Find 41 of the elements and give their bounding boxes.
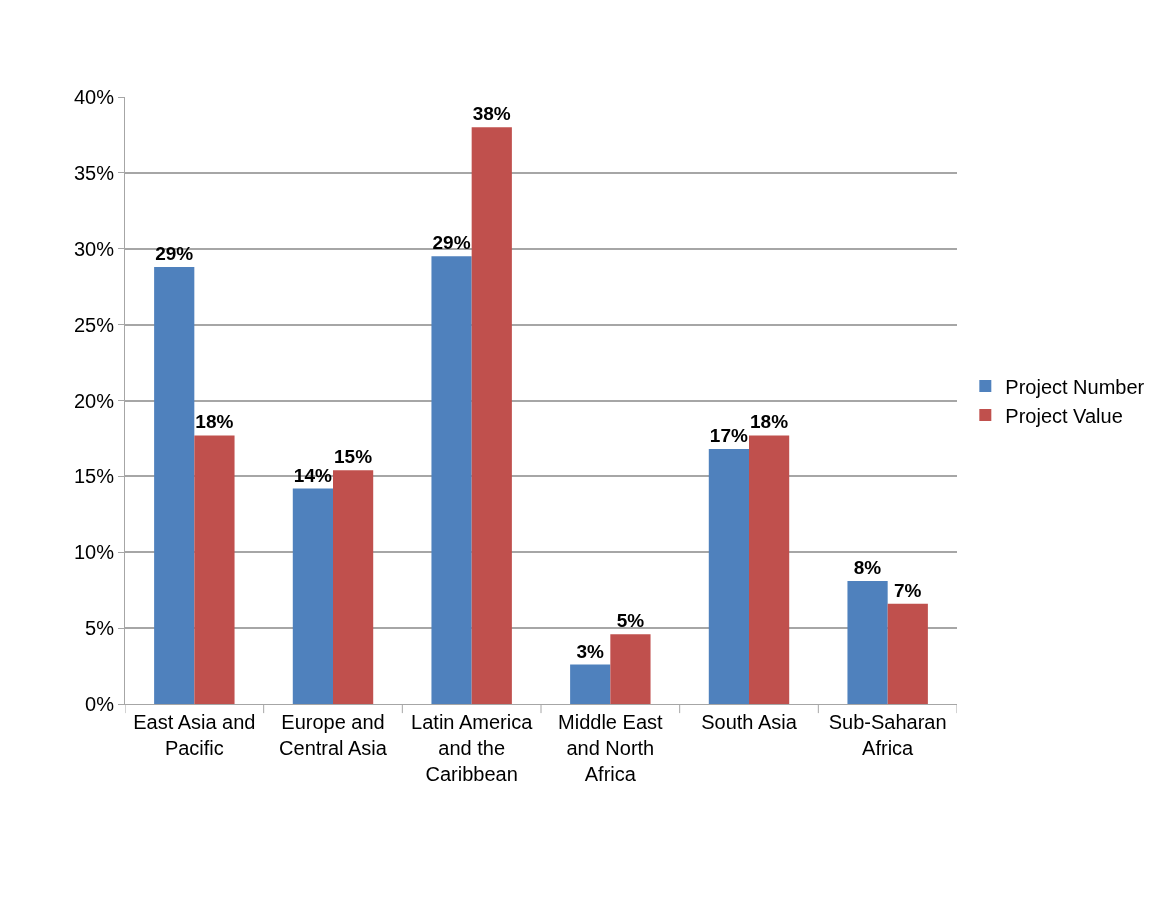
- y-tick-label: 25%: [73, 313, 115, 336]
- bar: [847, 581, 888, 704]
- data-label: 5%: [616, 610, 645, 632]
- y-tick-label: 40%: [73, 86, 115, 108]
- x-tick-label: East Asia and Pacific: [133, 711, 256, 759]
- x-tick-label: South Asia: [701, 711, 798, 733]
- x-tick-label: Europe and Central Asia: [279, 711, 388, 759]
- y-tick-label: 15%: [73, 465, 115, 488]
- legend-label: Project Value: [1005, 404, 1123, 427]
- data-label: 14%: [293, 464, 332, 486]
- y-tick-label: 5%: [85, 617, 115, 640]
- bar: [749, 435, 790, 704]
- y-tick-label: 10%: [73, 541, 115, 564]
- data-label: 7%: [893, 579, 922, 601]
- data-label: 18%: [195, 411, 234, 433]
- bar: [292, 488, 333, 704]
- x-tick-label: Latin America and the Caribbean: [411, 711, 534, 785]
- bar: [333, 470, 374, 704]
- data-label: 3%: [576, 640, 605, 662]
- data-label: 17%: [709, 425, 748, 447]
- bar: [431, 256, 472, 704]
- y-tick-label: 0%: [85, 693, 115, 715]
- y-tick-label: 30%: [73, 237, 115, 260]
- y-tick-label: 35%: [73, 161, 115, 184]
- bar: [154, 266, 195, 704]
- data-label: 29%: [432, 232, 471, 254]
- data-label: 8%: [853, 557, 882, 579]
- x-tick-label: Sub-Saharan Africa: [828, 711, 947, 759]
- data-label: 15%: [334, 446, 373, 468]
- bar: [610, 634, 651, 704]
- bar: [887, 603, 928, 704]
- bar: [708, 449, 749, 704]
- x-tick-label: Middle East and North Africa: [558, 711, 664, 785]
- bar: [471, 127, 512, 704]
- y-tick-label: 20%: [73, 389, 115, 412]
- bar: [570, 664, 611, 704]
- legend-label: Project Number: [1005, 375, 1145, 398]
- data-label: 38%: [472, 103, 511, 125]
- data-label: 29%: [155, 242, 194, 264]
- data-label: 18%: [750, 411, 789, 433]
- bar: [194, 435, 235, 704]
